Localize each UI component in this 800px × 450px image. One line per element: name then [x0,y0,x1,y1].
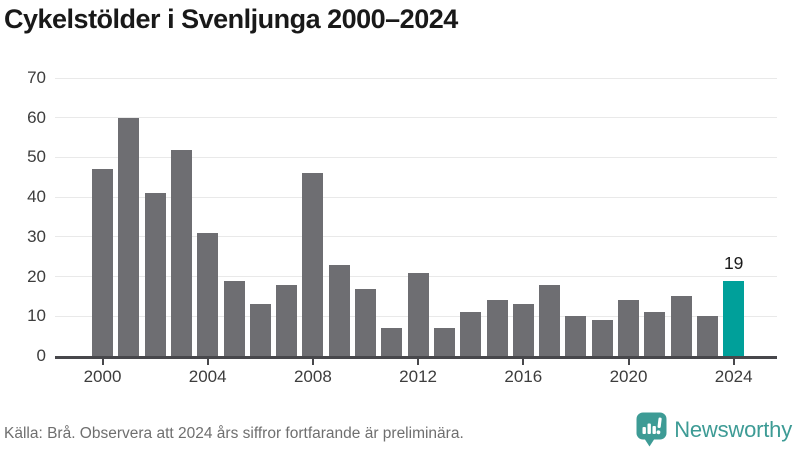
x-tick-2020 [627,359,630,365]
y-tick-label-60: 60 [27,107,46,127]
bar-2011 [381,328,403,356]
plot-area: 0 10 20 30 40 50 60 70 2000 2004 2008 2012 2016 2020… [27,68,777,386]
gridline-30 [55,236,777,238]
bar-2020 [618,300,639,356]
x-tick-label-2004: 2004 [188,367,227,386]
newsworthy-logo-text: Newsworthy [674,416,792,442]
y-tick-label-50: 50 [27,147,46,167]
bar-2007 [276,284,298,356]
gridline-70 [55,77,777,79]
source-note: Källa: Brå. Observera att 2024 års siffr… [4,425,464,442]
x-tick-label-2008: 2008 [293,367,332,386]
footer: Källa: Brå. Observera att 2024 års siffr… [0,410,800,450]
x-tick-2008 [311,359,314,365]
bar-2019 [591,320,613,356]
bar-2022 [670,296,692,356]
gridline-60 [55,117,777,119]
bar-2017 [539,284,561,356]
bar-2002 [144,193,166,356]
bar-2013 [433,328,455,356]
bar-2001 [118,117,140,356]
y-tick-label-0: 0 [36,346,46,365]
bar-2023 [696,316,718,356]
x-tick-label-2020: 2020 [609,367,648,386]
bar-2021 [644,312,666,356]
x-tick-label-2024: 2024 [714,367,753,386]
x-tick-2016 [522,359,525,365]
bar-2015 [486,300,508,356]
bar-2006 [249,304,271,356]
bar-2004 [197,232,219,356]
y-tick-label-20: 20 [27,266,46,286]
x-axis-line [55,356,777,359]
gridline-50 [55,156,777,158]
bar-2003 [170,149,192,356]
bar-2024 [723,280,745,356]
y-axis-labels: 0 10 20 30 40 50 60 70 [0,68,46,365]
bar-2010 [355,288,376,356]
bar-value-label: 19 [723,252,744,273]
bar-2012 [407,272,429,356]
x-axis-labels: 2000 2004 2008 2012 2016 2020 2024 [55,356,777,386]
bar-2014 [460,312,482,356]
bar-2005 [223,280,245,356]
x-tick-label-2000: 2000 [83,367,122,386]
gridline-40 [55,196,777,198]
x-tick-label-2012: 2012 [399,367,437,386]
x-tick-2024 [732,359,735,365]
bar-2009 [328,264,350,356]
newsworthy-logo: Newsworthy [636,412,792,447]
bar-2018 [565,316,587,356]
x-tick-2004 [206,359,209,365]
y-tick-label-40: 40 [27,187,46,207]
y-tick-label-10: 10 [27,306,46,326]
bar-2008 [302,173,324,356]
x-tick-label-2016: 2016 [504,367,543,386]
y-tick-label-30: 30 [27,226,46,246]
bar-2000 [92,169,113,356]
chart-title: Cykelstölder i Svenljunga 2000–2024 [4,4,458,34]
y-tick-label-70: 70 [27,68,46,87]
bar-2016 [512,304,534,356]
x-tick-2000 [101,359,104,365]
x-tick-2012 [417,359,420,365]
newsworthy-speech-bubble-chart-icon [636,412,667,447]
